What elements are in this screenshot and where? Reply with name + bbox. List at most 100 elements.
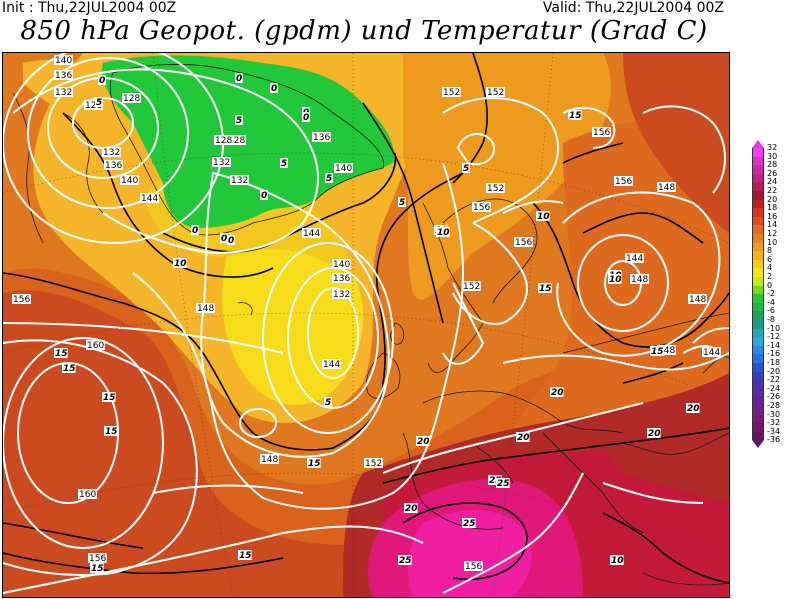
geopotential-label: 140 [333,260,350,270]
geopotential-label: 140 [121,176,138,186]
legend-tick-label: 22 [767,186,778,195]
legend-swatch [752,302,764,312]
geopotential-label: 152 [487,184,504,194]
geopotential-label-bg [54,70,73,80]
temperature-label-bg [325,173,333,183]
geopotential-label: 132 [333,290,350,300]
geopotential-label: 132 [55,88,72,98]
legend-tick-label: -14 [767,340,781,350]
temperature-label: 0 [271,84,277,94]
temperature-label-bg [62,363,76,373]
legend-swatch [752,406,764,415]
legend-swatch [752,173,764,183]
legend-swatch [752,363,764,372]
temperature-label-bg [398,555,412,565]
legend-swatch [752,311,764,320]
coastlines [12,64,729,586]
legend-tick-label: -8 [767,315,775,324]
isotherms [3,53,729,584]
legend-tick-label: 8 [767,246,773,256]
temperature-label: 15 [569,111,582,121]
color-scale-legend: 32 30 28 26 24 22 20 18 16 14 12 10 8 6 4 2 0 -2 -4 -6 -8 -10… [752,140,790,520]
temperature-label-bg [95,97,103,107]
geopotential-label-bg [140,193,159,203]
temperature-label: 15 [308,459,321,469]
geopotential-label-bg [702,347,721,357]
temperature-label-bg [191,225,199,235]
temperature-label-bg [260,190,268,200]
temperature-label-bg [650,346,664,356]
geopotential-label: 148 [261,455,278,465]
geopotential-label-bg [122,93,141,103]
legend-tick-label: 20 [767,194,778,204]
geopotential-label: 132 [213,158,230,168]
temperature-label-bg [104,426,118,436]
geopotential-label: 152 [487,88,504,98]
temperature-label: 15 [239,551,252,561]
geopotential-label: 156 [515,238,532,248]
temperature-label: 20 [648,429,661,439]
temperature-label: 0 [261,191,267,201]
temperature-label: 5 [236,116,242,126]
temperature-label: 20 [405,504,418,514]
legend-tick-label: 30 [767,151,778,161]
temperature-label-bg [516,432,530,442]
legend-tick-label: -36 [767,435,781,445]
temperature-label: 15 [55,349,68,359]
legend-tick-label: 28 [767,160,778,170]
geopotential-label-bg [88,553,107,563]
legend-tick-label: -16 [767,349,781,359]
geopotential-label-bg [214,135,233,145]
temperature-label: 20 [517,433,530,443]
legend-tick-label: -6 [767,306,775,316]
temperature-label: 0 [236,74,242,84]
legend-tick-label: -24 [767,383,781,393]
temperature-label-bg [462,518,476,528]
geopotential-label: 128 [228,136,245,146]
legend-swatch [752,216,764,226]
geopotential-label-bg [332,289,351,299]
legend-swatch [752,199,764,209]
legend-tick-label: -32 [767,418,781,428]
legend-swatch [752,431,764,441]
temperature-label: 15 [539,284,552,294]
geopotential-label: 136 [333,274,350,284]
geopotential-label: 148 [658,346,675,356]
temperature-label: 15 [651,347,664,357]
geopotential-label-bg [364,458,383,468]
geopotential-label: 148 [689,295,706,305]
geopotential-label: 128 [85,101,102,111]
legend-tick-label: 14 [767,220,778,230]
temperature-label-bg [98,75,106,85]
geopotential-label-bg [625,253,644,263]
temperature-label: 15 [103,393,116,403]
temperature-label-bg [488,475,502,485]
geopotential-label: 152 [365,459,382,469]
legend-tick-label: -34 [767,426,781,436]
temperature-label-bg [416,436,430,446]
geopotential-label-bg [212,157,231,167]
legend-tick-label: 2 [767,272,773,281]
temperature-label: 5 [96,98,102,108]
geopotential-label-bg [464,561,483,571]
geopotential-label-bg [227,135,246,145]
geopotential-label-bg [657,345,676,355]
temperature-label: 0 [303,113,309,123]
temperature-label: 0 [99,76,105,86]
temperature-label: 0 [228,236,234,246]
legend-swatch [752,337,764,346]
geopotential-label: 156 [593,128,610,138]
geopotential-label: 156 [473,203,490,213]
temperature-label-bg [608,274,622,284]
geopotential-label-bg [104,160,123,170]
geopotential-label-bg [334,163,353,173]
legend-swatch [752,354,764,363]
temperature-label: 25 [497,479,510,489]
geopotential-label-group: 1401361321281321361401441281321281361401… [12,55,721,572]
temperature-label: 10 [611,556,624,566]
geopotential-label-bg [12,294,31,304]
legend-tick-label: 32 [767,143,778,152]
temperature-label-bg [235,73,243,83]
legend-swatch [752,397,764,406]
geopotential-label-bg [332,273,351,283]
